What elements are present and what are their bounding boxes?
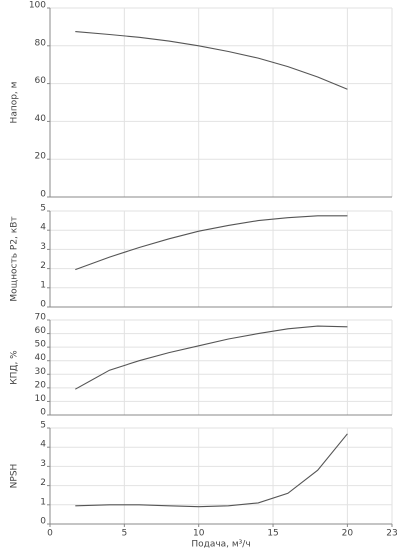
y-tick-label: 100	[29, 1, 46, 11]
curve	[75, 31, 348, 90]
y-tick-label: 0	[40, 190, 46, 200]
x-tick-label: 0	[47, 529, 53, 539]
y-tick-label: 2	[40, 478, 46, 488]
y-tick-label: 2	[40, 261, 46, 271]
y-tick-label: 0	[40, 300, 46, 310]
y-tick-label: 5	[40, 204, 46, 214]
y-tick-label: 40	[35, 353, 47, 363]
y-axis-label: Мощность P2, кВт	[10, 216, 20, 301]
y-tick-label: 70	[35, 313, 47, 323]
x-tick-label: 10	[193, 529, 205, 539]
curve	[75, 433, 348, 508]
y-tick-label: 0	[40, 408, 46, 418]
y-axis-label: Напор, м	[10, 82, 20, 124]
y-tick-label: 30	[35, 367, 47, 377]
y-tick-label: 60	[35, 76, 47, 86]
y-tick-label: 5	[40, 421, 46, 431]
curve	[75, 215, 348, 271]
y-tick-label: 60	[35, 326, 47, 336]
y-tick-label: 80	[35, 38, 47, 48]
y-tick-label: 4	[40, 440, 46, 450]
y-tick-label: 40	[35, 114, 47, 124]
y-axis-label: NPSH	[10, 464, 20, 489]
x-axis-label: Подача, м³/ч	[191, 540, 250, 550]
x-tick-label: 20	[342, 529, 354, 539]
y-axis-label: КПД, %	[10, 350, 20, 385]
x-tick-label: 15	[267, 529, 278, 539]
y-tick-label: 4	[40, 223, 46, 233]
x-tick-label: 5	[121, 529, 127, 539]
x-tick-label: 23	[386, 529, 397, 539]
y-tick-label: 20	[35, 152, 47, 162]
y-tick-label: 1	[40, 497, 46, 507]
y-tick-label: 50	[35, 340, 47, 350]
y-tick-label: 20	[35, 380, 47, 390]
y-tick-label: 0	[40, 517, 46, 527]
y-tick-label: 3	[40, 459, 46, 469]
y-tick-label: 1	[40, 280, 46, 290]
y-tick-label: 10	[35, 394, 47, 404]
y-tick-label: 3	[40, 242, 46, 252]
curve	[75, 325, 348, 390]
